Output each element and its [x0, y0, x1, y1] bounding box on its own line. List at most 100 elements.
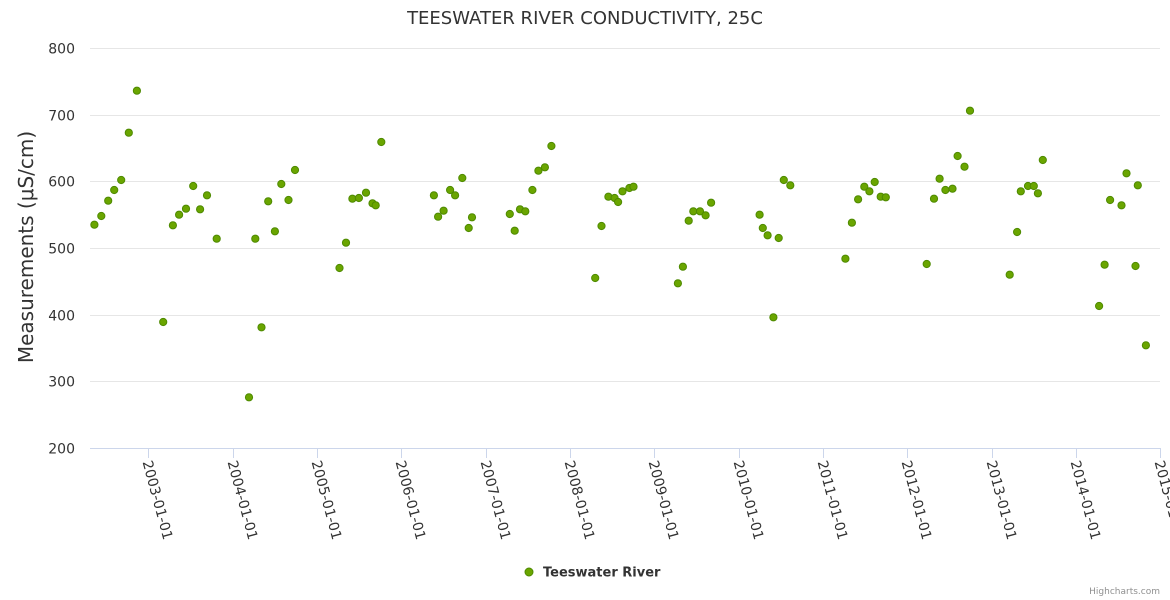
data-point[interactable] — [196, 205, 205, 214]
data-point[interactable] — [1100, 260, 1109, 269]
data-point[interactable] — [763, 231, 772, 240]
data-point[interactable] — [168, 221, 177, 230]
data-point[interactable] — [371, 201, 380, 210]
data-point[interactable] — [769, 313, 778, 322]
legend-marker[interactable] — [524, 567, 534, 577]
data-point[interactable] — [786, 181, 795, 190]
data-point[interactable] — [673, 279, 683, 288]
series-teeswater-river[interactable] — [90, 86, 1151, 402]
data-point[interactable] — [244, 393, 254, 402]
data-point[interactable] — [264, 197, 273, 206]
data-point[interactable] — [707, 198, 716, 207]
data-point[interactable] — [277, 179, 286, 189]
legend-item-teeswater-river[interactable]: Teeswater River — [543, 566, 661, 581]
credit-link[interactable]: Highcharts.com — [1089, 587, 1160, 597]
data-point[interactable] — [701, 211, 710, 220]
y-tick-label: 800 — [48, 42, 75, 58]
data-point[interactable] — [377, 137, 386, 147]
data-point[interactable] — [429, 191, 438, 200]
data-point[interactable] — [1106, 195, 1115, 205]
data-point[interactable] — [1029, 181, 1038, 191]
data-point[interactable] — [257, 323, 266, 332]
data-point[interactable] — [284, 195, 293, 205]
y-tick-label: 200 — [48, 442, 75, 458]
data-point[interactable] — [110, 185, 119, 195]
data-point[interactable] — [929, 194, 939, 203]
data-point[interactable] — [361, 188, 371, 197]
data-point[interactable] — [1013, 227, 1022, 237]
data-point[interactable] — [695, 207, 705, 216]
data-point[interactable] — [922, 259, 931, 269]
data-point[interactable] — [758, 223, 767, 233]
data-point[interactable] — [528, 185, 537, 195]
data-point[interactable] — [678, 262, 688, 271]
legend[interactable]: Teeswater River — [524, 566, 661, 581]
data-point[interactable] — [1141, 341, 1151, 350]
data-point[interactable] — [354, 193, 363, 203]
data-point[interactable] — [270, 227, 279, 236]
data-point[interactable] — [510, 226, 519, 235]
data-point[interactable] — [774, 233, 783, 243]
data-point[interactable] — [953, 151, 962, 161]
data-point[interactable] — [597, 221, 606, 231]
data-point[interactable] — [1117, 201, 1126, 210]
data-point[interactable] — [1095, 301, 1104, 311]
data-point[interactable] — [614, 197, 623, 207]
data-point[interactable] — [881, 193, 890, 202]
data-point[interactable] — [251, 234, 260, 243]
data-point[interactable] — [467, 213, 477, 222]
data-point[interactable] — [124, 128, 133, 137]
data-point[interactable] — [117, 175, 126, 185]
data-point[interactable] — [464, 223, 473, 233]
data-point[interactable] — [941, 185, 950, 195]
data-point[interactable] — [189, 181, 198, 191]
data-point[interactable] — [1122, 169, 1131, 178]
data-point[interactable] — [629, 182, 638, 191]
data-point[interactable] — [534, 166, 543, 175]
data-point[interactable] — [1016, 187, 1025, 196]
data-point[interactable] — [97, 211, 106, 221]
data-point[interactable] — [290, 165, 300, 175]
data-point[interactable] — [90, 220, 99, 229]
data-point[interactable] — [341, 238, 351, 247]
data-point[interactable] — [335, 263, 344, 273]
data-point[interactable] — [755, 210, 764, 219]
data-point[interactable] — [132, 86, 141, 95]
data-point[interactable] — [860, 182, 869, 191]
data-point[interactable] — [159, 317, 168, 327]
data-point[interactable] — [202, 191, 212, 200]
data-point[interactable] — [175, 210, 184, 219]
y-axis: 200 300 400 500 600 700 800 — [48, 42, 75, 458]
data-point[interactable] — [446, 185, 455, 195]
data-point[interactable] — [505, 209, 514, 219]
data-point[interactable] — [591, 273, 600, 283]
data-point[interactable] — [965, 106, 975, 115]
data-point[interactable] — [1033, 189, 1043, 198]
data-point[interactable] — [847, 218, 857, 227]
data-point[interactable] — [521, 207, 530, 216]
data-point[interactable] — [434, 212, 443, 221]
data-point[interactable] — [960, 162, 969, 171]
data-point[interactable] — [854, 195, 863, 204]
data-point[interactable] — [458, 173, 467, 183]
data-point[interactable] — [841, 254, 850, 263]
data-point[interactable] — [181, 204, 191, 213]
data-point[interactable] — [689, 207, 698, 216]
data-point[interactable] — [935, 174, 944, 183]
data-point[interactable] — [1133, 181, 1142, 190]
data-point[interactable] — [439, 206, 448, 215]
data-point[interactable] — [451, 191, 460, 200]
data-point[interactable] — [618, 187, 627, 196]
data-point[interactable] — [540, 163, 550, 172]
data-point[interactable] — [865, 187, 874, 196]
data-point[interactable] — [1005, 270, 1014, 279]
data-point[interactable] — [1131, 261, 1140, 271]
data-point[interactable] — [1038, 155, 1047, 165]
data-point[interactable] — [779, 175, 788, 185]
data-point[interactable] — [948, 184, 957, 193]
data-point[interactable] — [547, 141, 556, 151]
data-point[interactable] — [104, 196, 113, 205]
data-point[interactable] — [684, 216, 693, 225]
data-point[interactable] — [212, 234, 221, 243]
data-point[interactable] — [870, 177, 879, 187]
